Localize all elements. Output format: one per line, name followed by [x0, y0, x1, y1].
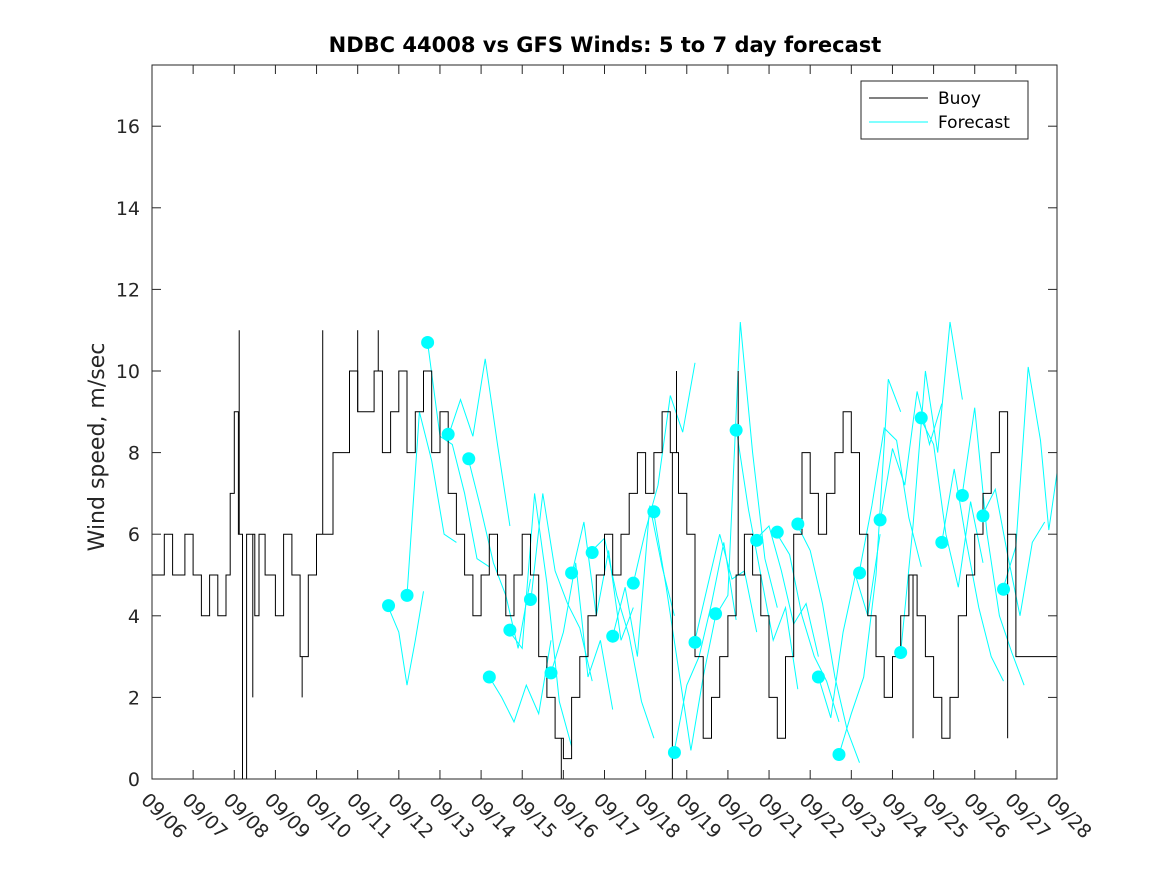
legend-box	[860, 80, 1029, 140]
forecast-marker-15	[667, 745, 681, 759]
forecast-series-group	[388, 321, 1057, 763]
forecast-marker-16	[688, 635, 702, 649]
forecast-line-8	[530, 493, 593, 682]
forecast-line-14	[653, 513, 717, 751]
forecast-line-30	[982, 487, 1046, 616]
forecast-line-1	[388, 591, 424, 686]
y-tick-label: 10	[116, 361, 140, 383]
legend: Buoy Forecast	[860, 80, 1029, 140]
y-tick-label: 14	[116, 198, 140, 220]
forecast-line-26	[900, 321, 963, 653]
forecast-marker-21	[791, 517, 805, 531]
forecast-marker-29	[955, 488, 969, 502]
forecast-line-29	[961, 407, 1025, 686]
forecast-marker-12	[606, 629, 620, 643]
forecast-marker-28	[935, 535, 949, 549]
forecast-line-18	[735, 428, 799, 690]
forecast-marker-26	[894, 646, 908, 660]
forecast-marker-20	[770, 525, 784, 539]
forecast-markers-group	[382, 335, 1011, 762]
forecast-marker-30	[976, 509, 990, 523]
buoy-series-group	[152, 330, 1057, 779]
y-tick-label: 2	[128, 687, 140, 709]
forecast-line-3	[427, 342, 490, 568]
forecast-marker-8	[523, 592, 537, 606]
forecast-line-10	[571, 521, 634, 641]
forecast-marker-18	[729, 423, 743, 437]
forecast-line-7	[509, 493, 573, 747]
buoy-line	[152, 370, 1057, 779]
y-tick-label: 12	[116, 279, 140, 301]
forecast-line-9	[550, 562, 614, 710]
y-tick-label: 6	[128, 524, 140, 546]
forecast-line-11	[591, 537, 655, 739]
forecast-line-16	[694, 534, 758, 641]
forecast-marker-9	[544, 666, 558, 680]
forecast-marker-7	[503, 623, 517, 637]
forecast-marker-23	[832, 748, 846, 762]
forecast-marker-17	[709, 607, 723, 621]
forecast-marker-14	[647, 505, 661, 519]
legend-forecast-label: Forecast	[938, 113, 1010, 133]
forecast-marker-22	[811, 670, 825, 684]
forecast-marker-25	[873, 513, 887, 527]
forecast-line-23	[838, 379, 902, 755]
forecast-line-19	[756, 525, 819, 657]
forecast-line-31	[1003, 366, 1057, 588]
forecast-line-24	[859, 427, 922, 571]
y-tick-label: 16	[116, 116, 140, 138]
forecast-marker-13	[626, 576, 640, 590]
forecast-line-22	[817, 534, 881, 718]
plot-area	[152, 65, 1057, 779]
forecast-marker-19	[750, 533, 764, 547]
forecast-marker-6	[482, 670, 496, 684]
forecast-line-4	[447, 358, 511, 527]
y-tick-label: 4	[128, 606, 140, 628]
chart-title: NDBC 44008 vs GFS Winds: 5 to 7 day fore…	[329, 33, 882, 57]
forecast-marker-11	[585, 546, 599, 560]
forecast-line-5	[468, 460, 531, 649]
y-tick-label: 8	[128, 443, 140, 465]
forecast-line-25	[879, 391, 943, 523]
y-tick-label: 0	[128, 769, 140, 791]
forecast-marker-10	[565, 566, 579, 580]
y-axis-label: Wind speed, m/sec	[85, 343, 110, 552]
forecast-marker-27	[914, 411, 928, 425]
forecast-line-27	[920, 419, 984, 588]
forecast-marker-24	[853, 566, 867, 580]
forecast-line-2	[406, 411, 457, 596]
forecast-marker-1	[382, 599, 396, 613]
forecast-marker-31	[997, 582, 1011, 596]
forecast-marker-5	[462, 452, 476, 466]
forecast-line-20	[776, 533, 840, 723]
forecast-marker-4	[441, 427, 455, 441]
forecast-marker-2	[400, 588, 414, 602]
legend-buoy-label: Buoy	[938, 89, 981, 109]
forecast-line-13	[632, 362, 696, 584]
forecast-line-17	[715, 321, 778, 617]
forecast-line-6	[488, 640, 552, 724]
forecast-marker-3	[421, 335, 435, 349]
forecast-line-21	[797, 525, 860, 763]
